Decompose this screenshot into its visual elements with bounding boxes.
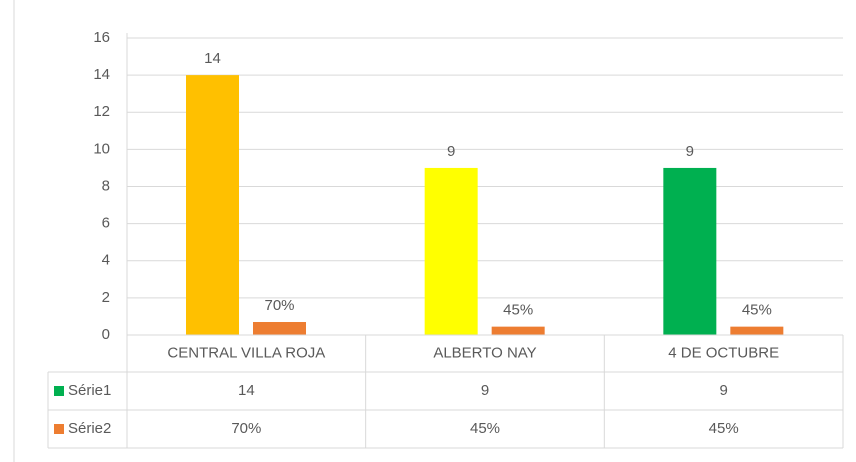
table-cell: 9 <box>481 382 489 399</box>
bar <box>424 167 478 335</box>
y-tick-label: 10 <box>93 140 110 157</box>
y-tick-label: 0 <box>102 326 110 343</box>
x-tick-label: CENTRAL VILLA ROJA <box>167 344 325 361</box>
bar <box>663 167 717 335</box>
table-cell: 14 <box>238 382 255 399</box>
legend-label: Série1 <box>68 382 111 399</box>
y-tick-label: 16 <box>93 29 110 46</box>
x-tick-label: ALBERTO NAY <box>433 344 536 361</box>
y-tick-label: 14 <box>93 66 110 83</box>
data-label: 9 <box>686 143 694 160</box>
table-cell: 45% <box>709 420 739 437</box>
table-cell: 45% <box>470 420 500 437</box>
y-tick-label: 2 <box>102 289 110 306</box>
table-cell: 70% <box>231 420 261 437</box>
bar <box>491 326 545 335</box>
x-tick-label: 4 DE OCTUBRE <box>668 344 779 361</box>
legend-label: Série2 <box>68 420 111 437</box>
table-cell: 9 <box>719 382 727 399</box>
data-label: 45% <box>742 302 772 319</box>
legend-swatch <box>54 424 64 434</box>
y-tick-label: 6 <box>102 215 110 232</box>
bar <box>186 75 239 335</box>
data-label: 45% <box>503 302 533 319</box>
y-tick-label: 8 <box>102 177 110 194</box>
y-tick-label: 4 <box>102 252 110 269</box>
data-label: 70% <box>264 297 294 314</box>
y-tick-label: 12 <box>93 103 110 120</box>
data-label: 9 <box>447 143 455 160</box>
data-label: 14 <box>204 50 221 67</box>
bar <box>253 322 306 335</box>
legend-swatch <box>54 386 64 396</box>
bar <box>730 326 784 335</box>
